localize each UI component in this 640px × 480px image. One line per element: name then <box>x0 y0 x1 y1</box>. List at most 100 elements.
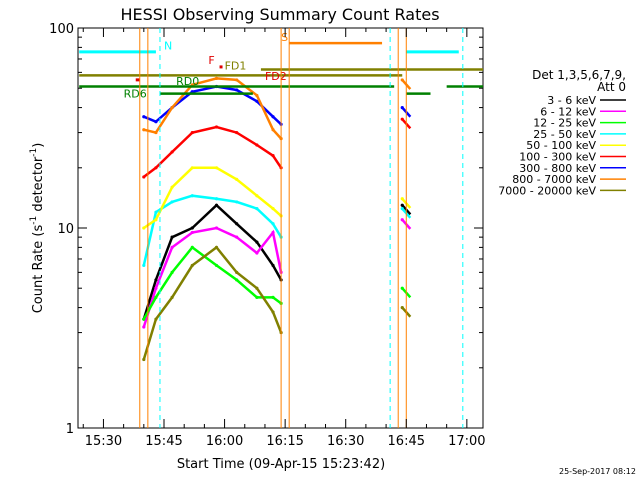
series-point <box>235 222 239 226</box>
series-point <box>271 230 275 235</box>
series-5 <box>142 117 412 179</box>
x-tick-label: 15:45 <box>145 434 182 449</box>
series-point <box>142 226 146 230</box>
legend-label: 3 - 6 keV <box>547 94 596 107</box>
series-point <box>235 177 239 181</box>
series-point <box>170 270 174 274</box>
x-tick-label: 17:00 <box>448 434 485 449</box>
flag-n-label: N <box>164 40 172 53</box>
series-point <box>142 325 146 329</box>
series-point <box>271 154 275 158</box>
series-point <box>235 270 239 274</box>
series-point <box>400 218 404 222</box>
series-point <box>214 245 219 249</box>
series-point <box>255 286 259 290</box>
series-point <box>400 78 404 82</box>
flag-fd2-label: FD2 <box>265 70 287 83</box>
series-point <box>190 166 194 170</box>
flag-rd0-label: RD0 <box>176 75 199 88</box>
series-point <box>271 310 275 314</box>
series-6 <box>142 84 412 126</box>
x-tick-label: 16:15 <box>266 434 303 449</box>
legend-label: 25 - 50 keV <box>533 128 596 141</box>
chart-title: HESSI Observing Summary Count Rates <box>120 5 439 24</box>
legend-header-line2: Att 0 <box>597 80 626 94</box>
series-point <box>214 76 219 80</box>
legend-header-line1: Det 1,3,5,6,7,9, <box>532 68 626 82</box>
series-point <box>142 128 146 132</box>
series-1 <box>142 218 412 329</box>
y-tick-label: 10 <box>57 222 74 237</box>
flag-s-label: S <box>281 31 288 44</box>
series-point <box>190 263 194 268</box>
series-point <box>170 150 174 154</box>
series-point <box>142 317 146 321</box>
series-point <box>400 197 404 201</box>
series-point <box>190 245 194 249</box>
series-point <box>170 105 174 110</box>
series-point <box>255 194 259 198</box>
flag-red-marker <box>135 78 140 82</box>
series-point <box>154 166 158 170</box>
x-axis-label: Start Time (09-Apr-15 15:23:42) <box>177 457 385 472</box>
data-layer <box>142 76 412 362</box>
series-point <box>142 263 146 268</box>
series-point <box>190 194 194 198</box>
series-point <box>400 305 404 310</box>
series-point <box>214 203 219 207</box>
legend-label: 50 - 100 keV <box>526 139 596 152</box>
axis-layer: 15:30 15:45 16:00 16:15 16:30 16:45 17:00 1 10 10… <box>49 22 485 449</box>
y-axis-label: Count Rate (s-1 detector-1) <box>29 143 46 314</box>
series-point <box>154 210 158 214</box>
series-point <box>255 207 259 211</box>
series-point <box>170 185 174 189</box>
series-point <box>170 235 174 239</box>
series-point <box>400 105 404 110</box>
series-point <box>190 230 194 235</box>
flag-layer: N S FD1 F FD2 RD0 RD6 <box>79 28 483 428</box>
series-point <box>400 207 404 211</box>
series-point <box>255 93 259 98</box>
x-tick-label: 15:30 <box>85 434 122 449</box>
series-point <box>170 200 174 204</box>
series-point <box>235 200 239 204</box>
series-point <box>255 295 259 299</box>
series-3 <box>142 194 412 268</box>
series-point <box>235 130 239 135</box>
x-tick-label: 16:45 <box>388 434 425 449</box>
series-point <box>235 235 239 239</box>
series-line <box>143 125 283 178</box>
series-point <box>142 115 146 119</box>
series-point <box>271 222 275 226</box>
series-0 <box>142 203 412 321</box>
series-point <box>235 278 239 282</box>
series-point <box>142 175 146 179</box>
y-tick-label: 1 <box>66 422 74 437</box>
series-point <box>214 263 219 268</box>
series-point <box>255 251 259 255</box>
series-point <box>214 125 219 129</box>
legend-label: 6 - 12 keV <box>540 105 596 118</box>
series-point <box>400 117 404 121</box>
flag-f-label: F <box>208 54 214 67</box>
series-point <box>235 88 239 92</box>
series-point <box>271 263 275 268</box>
series-point <box>154 130 158 135</box>
series-point <box>142 357 146 362</box>
y-tick-label: 100 <box>49 22 74 37</box>
series-point <box>271 207 275 211</box>
series-point <box>271 128 275 132</box>
series-point <box>154 295 158 299</box>
series-point <box>190 226 194 230</box>
series-point <box>400 286 404 290</box>
flag-rd6-label: RD6 <box>124 87 147 100</box>
series-point <box>400 203 404 207</box>
series-point <box>255 99 259 103</box>
x-tick-label: 16:30 <box>327 434 364 449</box>
legend-label: 7000 - 20000 keV <box>498 184 596 197</box>
x-tick-label: 16:00 <box>206 434 243 449</box>
series-point <box>154 286 158 290</box>
series-point <box>214 166 219 170</box>
series-8 <box>142 245 412 362</box>
